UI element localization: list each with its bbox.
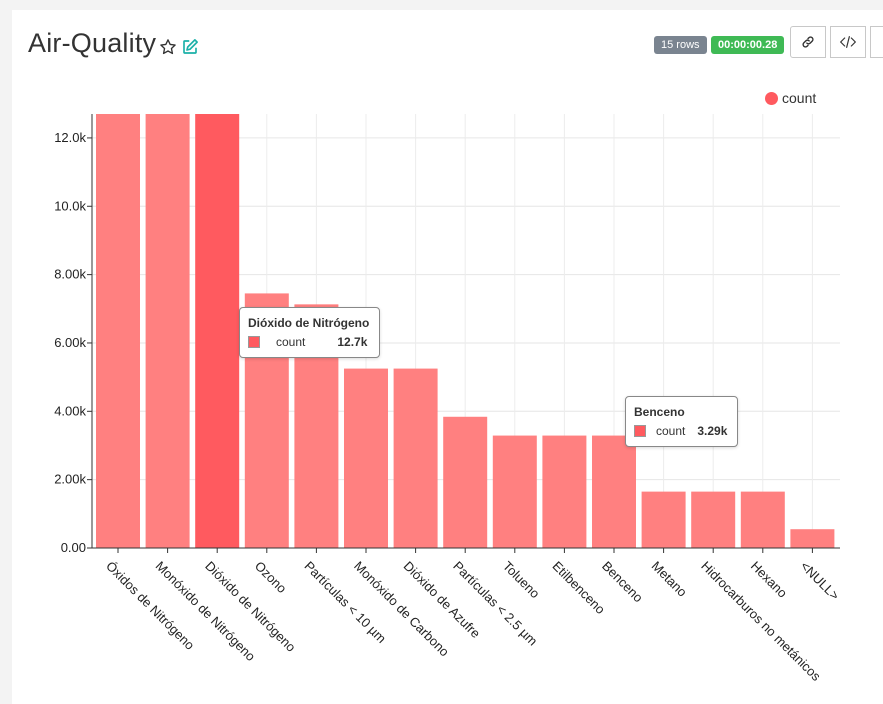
tooltip-series: count <box>656 424 686 438</box>
tooltip-swatch <box>248 336 260 348</box>
bar[interactable] <box>790 529 835 548</box>
link-icon <box>802 36 814 48</box>
x-tick-label: Monóxido de Nitrógeno <box>153 558 259 664</box>
bar[interactable] <box>443 416 488 548</box>
legend-label: count <box>782 90 817 106</box>
bar[interactable] <box>740 491 785 548</box>
tooltip-benceno: Benceno count 3.29k <box>625 396 739 447</box>
x-tick-label: Óxidos de Nitrógeno <box>103 558 197 652</box>
bar[interactable] <box>592 435 636 548</box>
code-icon <box>840 36 856 48</box>
x-tick-label: Monóxido de Carbono <box>351 558 452 659</box>
y-tick-label: 2.00k <box>54 472 86 487</box>
tooltip-dioxido-de-nitrogeno: Dióxido de Nitrógeno count 12.7k <box>239 307 381 358</box>
x-tick-label: Hexano <box>748 558 790 600</box>
bar[interactable] <box>344 368 388 548</box>
bar[interactable] <box>542 435 587 548</box>
time-badge: 00:00:00.28 <box>711 36 785 54</box>
tooltip-value: 3.29k <box>697 424 728 438</box>
rows-badge: 15 rows <box>654 36 707 54</box>
bar[interactable] <box>492 435 537 548</box>
bar[interactable] <box>691 491 736 548</box>
x-tick-label: Benceno <box>599 558 646 605</box>
legend-swatch <box>765 91 778 105</box>
view-query-button[interactable] <box>830 26 866 58</box>
tooltip-title: Dióxido de Nitrógeno <box>248 316 370 330</box>
x-tick-label: Etilbenceno <box>549 558 608 617</box>
tooltip-value: 12.7k <box>337 335 368 349</box>
bar[interactable] <box>145 114 190 548</box>
y-tick-label: 0.00 <box>61 540 86 555</box>
bar[interactable] <box>393 368 438 548</box>
tooltip-title: Benceno <box>634 405 685 419</box>
bar[interactable] <box>195 114 240 548</box>
chart-panel: Air-Quality 15 rows 00:00:00.28 count 0.… <box>12 10 883 704</box>
bar[interactable] <box>641 491 686 548</box>
edit-icon[interactable] <box>181 38 199 56</box>
x-tick-label: <NULL> <box>797 558 842 603</box>
x-tick-label: Tolueno <box>500 558 543 601</box>
x-tick-label: Ozono <box>252 558 290 596</box>
x-tick-label: Dióxido de Nitrógeno <box>202 558 298 654</box>
star-icon[interactable] <box>159 38 177 56</box>
y-tick-label: 12.0k <box>54 130 86 145</box>
bar-chart: 0.00 2.00k 4.00k 6.00k 8.00k 10.0k 12.0k Óxidos… <box>54 114 842 684</box>
page-title: Air-Quality <box>28 28 157 58</box>
chart-legend[interactable]: count <box>765 90 816 106</box>
tooltip-series: count <box>276 335 306 349</box>
x-tick-label: Metano <box>649 558 690 599</box>
share-link-button[interactable] <box>790 26 826 58</box>
y-tick-label: 10.0k <box>54 198 86 213</box>
x-tick-label: Partículas < 2.5 µm <box>450 558 540 648</box>
y-tick-label: 6.00k <box>54 335 86 350</box>
y-tick-label: 4.00k <box>54 403 86 418</box>
tooltip-swatch <box>634 425 646 437</box>
bar[interactable] <box>96 114 140 548</box>
more-actions-button[interactable] <box>870 26 883 58</box>
y-tick-label: 8.00k <box>54 267 86 282</box>
